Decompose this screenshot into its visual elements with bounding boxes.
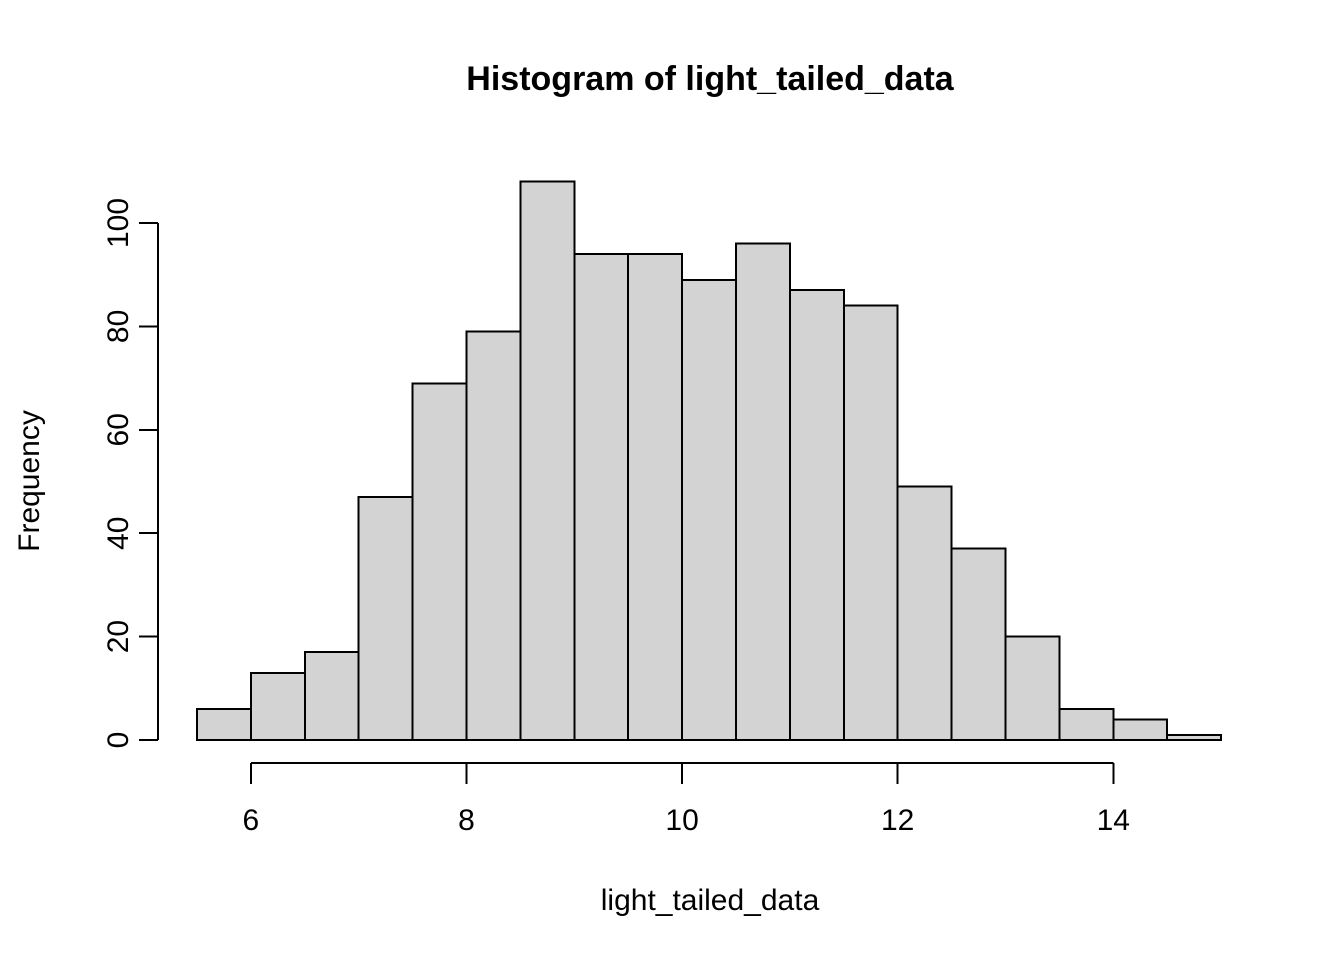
histogram-bar <box>465 330 522 741</box>
y-tick-label: 60 <box>102 413 135 446</box>
x-tick-label: 6 <box>243 804 260 837</box>
histogram-bar <box>357 496 414 741</box>
y-axis-label: Frequency <box>13 410 46 552</box>
histogram-bar <box>1166 733 1223 741</box>
y-tick-label: 100 <box>102 198 135 248</box>
chart-title: Histogram of light_tailed_data <box>466 60 954 98</box>
histogram-bar <box>1058 708 1115 741</box>
histogram-bar <box>681 278 737 741</box>
histogram-bar <box>1112 718 1169 741</box>
y-tick-label: 0 <box>102 732 135 749</box>
x-tick-label: 12 <box>881 804 914 837</box>
histogram-bar <box>519 180 576 742</box>
histogram-bar <box>627 253 684 741</box>
histogram-bar <box>950 547 1007 742</box>
histogram-bar <box>303 651 360 741</box>
histogram-bar <box>896 485 953 742</box>
y-tick-label: 20 <box>102 620 135 653</box>
histogram-bar <box>842 304 899 741</box>
x-tick-label: 10 <box>665 804 698 837</box>
histogram-bar <box>573 253 630 741</box>
y-tick-label: 80 <box>102 310 135 343</box>
histogram-bar <box>196 708 252 741</box>
histogram-bar <box>1004 635 1061 741</box>
x-tick-label: 14 <box>1097 804 1130 837</box>
histogram-bar <box>788 289 845 741</box>
histogram-bar <box>249 671 306 741</box>
histogram-bar <box>735 242 791 741</box>
x-axis-label: light_tailed_data <box>600 884 820 917</box>
histogram-bar <box>411 382 468 741</box>
y-tick-label: 40 <box>102 517 135 550</box>
x-tick-label: 8 <box>458 804 475 837</box>
